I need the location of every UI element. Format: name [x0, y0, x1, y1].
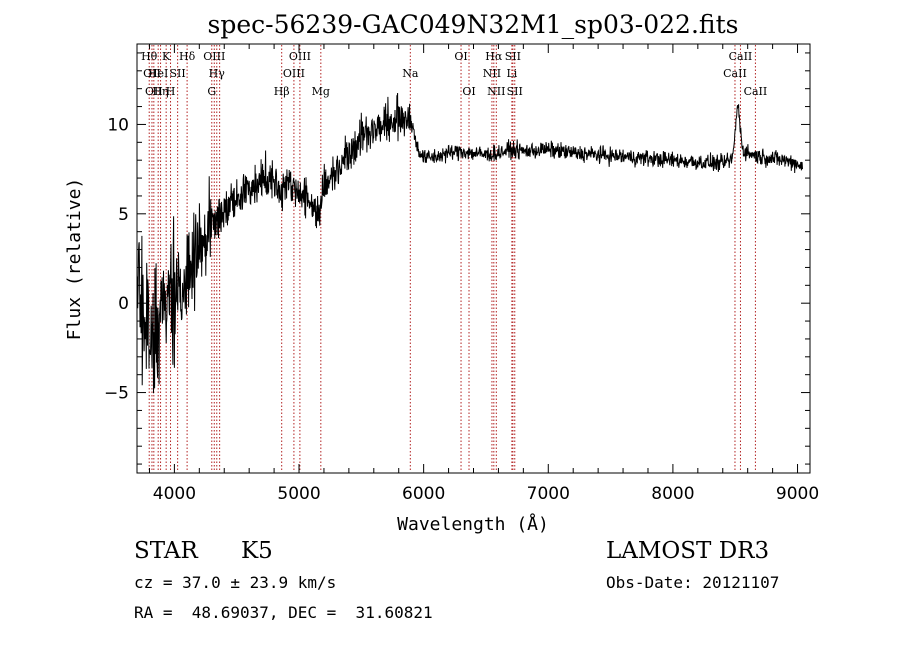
spectrum-line	[136, 92, 803, 394]
line-label-3: HeI	[148, 67, 168, 80]
line-label-1: OII	[143, 67, 161, 80]
line-label-22: NII	[487, 85, 505, 98]
line-label-2: OII	[145, 85, 163, 98]
survey-label: LAMOST DR3	[606, 538, 770, 564]
redshift-text: cz = 37.0 ± 23.9 km/s	[134, 573, 337, 592]
line-label-4: Hη	[152, 85, 168, 98]
obs-date-text: Obs-Date: 20121107	[606, 573, 780, 592]
line-label-27: CaII	[729, 50, 753, 63]
line-label-23: Li	[506, 67, 517, 80]
line-label-13: Hβ	[274, 85, 290, 98]
x-tick-label-1: 5000	[277, 484, 320, 504]
x-axis: 4000 5000 6000 7000 8000 9000	[148, 44, 819, 504]
y-tick-label-3: 10	[107, 115, 129, 135]
line-label-9: G	[207, 85, 216, 98]
spectrum-series	[136, 92, 803, 394]
line-label-24: SII	[505, 50, 521, 63]
y-tick-label-0: −5	[104, 384, 129, 404]
object-subclass: K5	[241, 538, 273, 564]
line-label-21: Hα	[485, 50, 503, 63]
line-label-25: SII	[507, 85, 523, 98]
y-axis-label: Flux (relative)	[64, 178, 85, 341]
y-tick-label-2: 5	[118, 205, 129, 225]
chart-title: spec-56239-GAC049N32M1_sp03-022.fits	[208, 10, 739, 39]
line-labels: HθOIIOIIHeIHηKHSIIHδGOIIIHγHβOIIIOIIIMgN…	[141, 50, 767, 98]
line-label-26: CaII	[723, 67, 747, 80]
line-label-17: Na	[402, 67, 419, 80]
line-label-16: Mg	[312, 85, 330, 98]
line-label-10: OIII	[203, 50, 225, 63]
y-axis: −5 0 5 10	[104, 52, 810, 465]
plot-frame	[136, 43, 811, 474]
x-tick-label-3: 7000	[527, 484, 570, 504]
object-class: STAR	[134, 538, 198, 564]
line-label-28: CaII	[744, 85, 768, 98]
line-label-8: Hδ	[179, 50, 196, 63]
line-label-0: Hθ	[141, 50, 158, 63]
x-axis-label: Wavelength (Å)	[397, 513, 549, 535]
line-markers	[148, 45, 756, 472]
y-tick-label-1: 0	[118, 294, 129, 314]
line-label-11: Hγ	[209, 67, 226, 80]
coordinates-text: RA = 48.69037, DEC = 31.60821	[134, 603, 433, 622]
x-tick-label-2: 6000	[402, 484, 445, 504]
x-tick-label-5: 9000	[776, 484, 819, 504]
line-label-14: OIII	[283, 67, 305, 80]
line-label-20: NII	[483, 67, 501, 80]
line-label-6: H	[166, 85, 176, 98]
line-label-15: OIII	[289, 50, 311, 63]
x-tick-label-0: 4000	[153, 484, 196, 504]
line-label-19: OI	[462, 85, 475, 98]
line-label-18: OI	[454, 50, 467, 63]
line-label-5: K	[162, 50, 171, 63]
line-label-7: SII	[170, 67, 186, 80]
x-tick-label-4: 8000	[651, 484, 694, 504]
